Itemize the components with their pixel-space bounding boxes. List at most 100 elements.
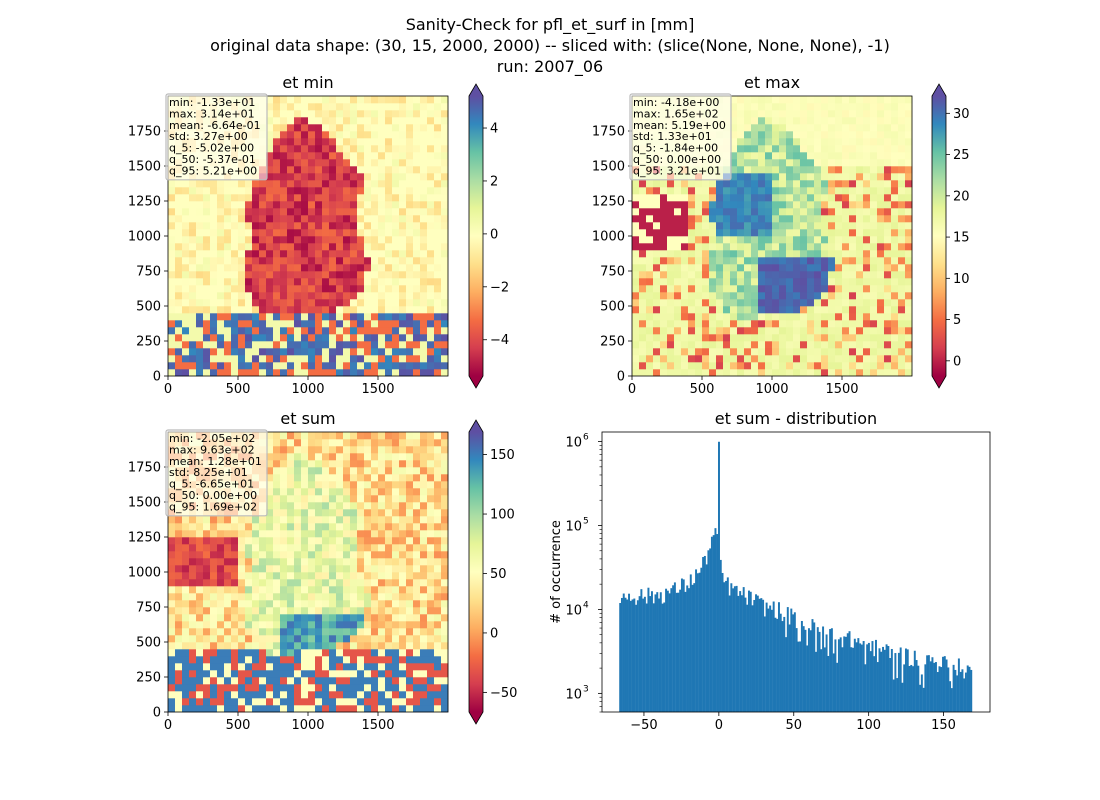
heatmap-cell bbox=[870, 236, 878, 244]
heatmap-cell bbox=[301, 663, 309, 671]
heatmap-cell bbox=[399, 201, 407, 209]
heatmap-cell bbox=[765, 229, 773, 237]
heatmap-cell bbox=[203, 530, 211, 538]
heatmap-cell bbox=[238, 208, 246, 216]
heatmap-cell bbox=[217, 544, 225, 552]
colorbar-tick-label: 15 bbox=[953, 231, 970, 246]
heatmap-cell bbox=[385, 180, 393, 188]
heatmap-cell bbox=[427, 145, 435, 153]
heatmap-cell bbox=[336, 362, 344, 370]
heatmap-cell bbox=[343, 467, 351, 475]
heatmap-cell bbox=[758, 327, 766, 335]
heatmap-cell bbox=[835, 96, 843, 104]
heatmap-cell bbox=[182, 530, 190, 538]
heatmap-cell bbox=[308, 271, 316, 279]
heatmap-cell bbox=[238, 334, 246, 342]
heatmap-cell bbox=[793, 131, 801, 139]
heatmap-cell bbox=[744, 201, 752, 209]
heatmap-cell bbox=[688, 215, 696, 223]
heatmap-cell bbox=[224, 614, 232, 622]
heatmap-cell bbox=[238, 691, 246, 699]
heatmap-cell bbox=[357, 635, 365, 643]
heatmap-cell bbox=[413, 642, 421, 650]
heatmap-cell bbox=[182, 264, 190, 272]
heatmap-cell bbox=[702, 369, 710, 377]
heatmap-cell bbox=[779, 152, 787, 160]
heatmap-cell bbox=[273, 362, 281, 370]
heatmap-cell bbox=[238, 355, 246, 363]
heatmap-cell bbox=[758, 173, 766, 181]
heatmap-cell bbox=[308, 201, 316, 209]
heatmap-cell bbox=[653, 334, 661, 342]
heatmap-cell bbox=[863, 341, 871, 349]
heatmap-cell bbox=[399, 138, 407, 146]
heatmap-cell bbox=[434, 509, 442, 517]
heatmap-cell bbox=[182, 565, 190, 573]
heatmap-cell bbox=[350, 509, 358, 517]
heatmap-cell bbox=[807, 173, 815, 181]
heatmap-cell bbox=[343, 334, 351, 342]
heatmap-cell bbox=[406, 306, 414, 314]
heatmap-cell bbox=[406, 635, 414, 643]
heatmap-cell bbox=[420, 292, 428, 300]
heatmap-cell bbox=[744, 152, 752, 160]
heatmap-cell bbox=[196, 642, 204, 650]
heatmap-cell bbox=[350, 96, 358, 104]
heatmap-cell bbox=[252, 586, 260, 594]
heatmap-cell bbox=[413, 96, 421, 104]
heatmap-cell bbox=[245, 523, 253, 531]
heatmap-cell bbox=[814, 152, 822, 160]
heatmap-cell bbox=[427, 222, 435, 230]
heatmap-cell bbox=[807, 194, 815, 202]
heatmap-cell bbox=[898, 348, 906, 356]
heatmap-cell bbox=[737, 159, 745, 167]
heatmap-cell bbox=[308, 614, 316, 622]
heatmap-cell bbox=[378, 446, 386, 454]
heatmap-cell bbox=[392, 201, 400, 209]
heatmap-cell bbox=[336, 446, 344, 454]
heatmap-cell bbox=[751, 292, 759, 300]
heatmap-cell bbox=[758, 131, 766, 139]
heatmap-cell bbox=[182, 306, 190, 314]
heatmap-cell bbox=[350, 649, 358, 657]
heatmap-cell bbox=[371, 299, 379, 307]
heatmap-cell bbox=[168, 285, 176, 293]
heatmap-cell bbox=[786, 138, 794, 146]
heatmap-cell bbox=[413, 656, 421, 664]
heatmap-cell bbox=[168, 649, 176, 657]
heatmap-cell bbox=[238, 698, 246, 706]
heatmap-cell bbox=[308, 509, 316, 517]
heatmap-cell bbox=[898, 159, 906, 167]
heatmap-cell bbox=[891, 334, 899, 342]
heatmap-cell bbox=[336, 166, 344, 174]
heatmap-cell bbox=[772, 292, 780, 300]
heatmap-cell bbox=[842, 222, 850, 230]
heatmap-cell bbox=[772, 369, 780, 377]
heatmap-cell bbox=[238, 530, 246, 538]
heatmap-cell bbox=[814, 369, 822, 377]
heatmap-cell bbox=[196, 299, 204, 307]
heatmap-cell bbox=[189, 320, 197, 328]
heatmap-cell bbox=[427, 705, 435, 713]
heatmap-cell bbox=[329, 278, 337, 286]
heatmap-cell bbox=[420, 432, 428, 440]
heatmap-cell bbox=[807, 103, 815, 111]
heatmap-cell bbox=[224, 320, 232, 328]
heatmap-cell bbox=[385, 698, 393, 706]
heatmap-cell bbox=[842, 159, 850, 167]
heatmap-cell bbox=[392, 124, 400, 132]
heatmap-cell bbox=[441, 152, 449, 160]
heatmap-cell bbox=[385, 334, 393, 342]
heatmap-cell bbox=[217, 362, 225, 370]
heatmap-cell bbox=[273, 166, 281, 174]
heatmap-cell bbox=[807, 145, 815, 153]
heatmap-cell bbox=[189, 257, 197, 265]
heatmap-cell bbox=[301, 691, 309, 699]
heatmap-cell bbox=[238, 257, 246, 265]
heatmap-cell bbox=[639, 334, 647, 342]
heatmap-cell bbox=[765, 292, 773, 300]
heatmap-cell bbox=[427, 642, 435, 650]
heatmap-cell bbox=[280, 341, 288, 349]
heatmap-cell bbox=[884, 306, 892, 314]
heatmap-cell bbox=[385, 432, 393, 440]
